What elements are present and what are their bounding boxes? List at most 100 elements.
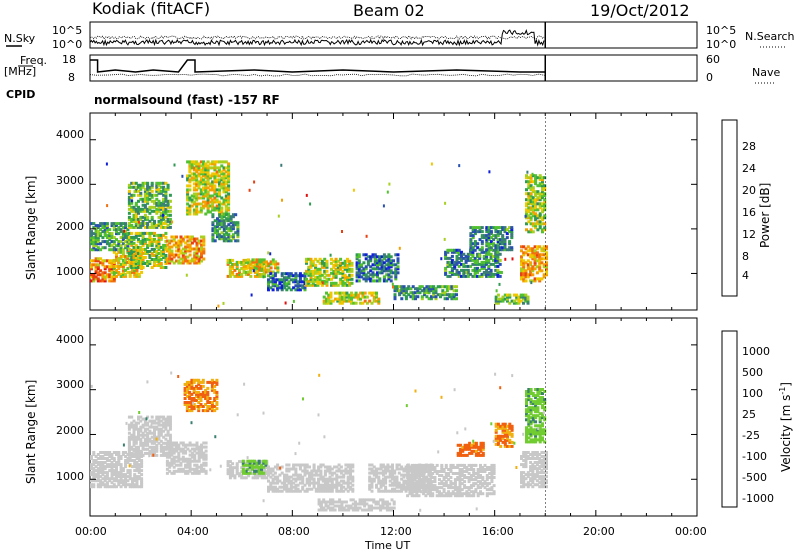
scatter-cell bbox=[269, 481, 273, 485]
scatter-cell bbox=[119, 236, 123, 240]
scatter-cell bbox=[206, 210, 210, 214]
scatter-cell bbox=[94, 226, 98, 230]
scatter-cell bbox=[278, 473, 282, 477]
scatter-cell bbox=[197, 401, 201, 404]
scatter-cell bbox=[338, 293, 342, 297]
scatter-cell bbox=[388, 506, 392, 510]
scatter-cell bbox=[535, 259, 539, 263]
scatter-cell bbox=[179, 235, 183, 239]
scatter-cell bbox=[541, 202, 544, 206]
scatter-cell bbox=[246, 258, 250, 262]
scatter-cell bbox=[312, 481, 316, 485]
scatter-cell bbox=[199, 192, 203, 196]
scatter-cell bbox=[309, 271, 313, 275]
scatter-cell bbox=[213, 208, 217, 212]
scatter-cell bbox=[258, 474, 262, 478]
scatter-cell bbox=[131, 483, 134, 487]
scatter-cell bbox=[134, 262, 138, 265]
scatter-cell bbox=[150, 225, 154, 229]
scatter-cell bbox=[473, 226, 477, 230]
scatter-cell bbox=[255, 262, 259, 266]
scatter-cell bbox=[460, 482, 464, 486]
scatter-cell bbox=[533, 257, 537, 261]
scatter-cell bbox=[531, 249, 535, 253]
scatter-cell bbox=[316, 275, 320, 279]
scatter-cell bbox=[473, 274, 477, 278]
scatter-cell bbox=[404, 487, 408, 491]
scatter-cell bbox=[349, 481, 352, 485]
scatter-cell bbox=[143, 191, 147, 195]
scatter-cell bbox=[360, 271, 364, 275]
scatter-cell bbox=[218, 206, 221, 210]
scatter-cell bbox=[368, 299, 372, 303]
scatter-cell bbox=[150, 421, 154, 425]
scatter-cell bbox=[92, 471, 96, 475]
scatter-cell bbox=[186, 174, 190, 178]
scatter-cell bbox=[168, 217, 172, 221]
scatter-cell bbox=[99, 481, 103, 485]
scatter-cell bbox=[271, 270, 275, 274]
scatter-cell bbox=[531, 265, 535, 269]
scatter-cell bbox=[150, 183, 154, 187]
scatter-cell bbox=[157, 256, 161, 259]
scatter-cell bbox=[119, 463, 123, 467]
scatter-cell bbox=[445, 297, 449, 301]
scatter-cell bbox=[228, 268, 232, 272]
scatter-cell bbox=[393, 295, 397, 299]
scatter-cell bbox=[170, 463, 174, 467]
scatter-cell bbox=[228, 272, 232, 276]
scatter-cell bbox=[524, 251, 528, 255]
scatter-cell bbox=[108, 242, 112, 246]
scatter-cell bbox=[538, 257, 542, 261]
scatter-cell bbox=[177, 467, 181, 471]
scatter-cell bbox=[236, 223, 240, 227]
scatter-cell bbox=[336, 297, 340, 301]
scatter-cell bbox=[159, 217, 163, 221]
scatter-cell bbox=[112, 272, 116, 276]
scatter-cell bbox=[314, 267, 318, 271]
scatter-cell bbox=[471, 230, 475, 234]
scatter-cell bbox=[355, 255, 359, 259]
scatter-cell bbox=[485, 274, 489, 278]
scatter-cell bbox=[375, 471, 378, 475]
scatter-cell bbox=[141, 223, 145, 227]
scatter-cell bbox=[201, 384, 205, 388]
scatter-cell bbox=[508, 248, 512, 252]
scatter-cell bbox=[356, 508, 360, 512]
scatter-cell bbox=[526, 253, 530, 257]
scatter-cell bbox=[451, 463, 455, 467]
scatter-cell bbox=[294, 477, 298, 481]
scatter-cell bbox=[206, 409, 210, 413]
scatter-cell bbox=[343, 265, 347, 269]
scatter-cell bbox=[127, 437, 131, 441]
scatter-cell bbox=[195, 206, 199, 210]
scatter-cell bbox=[193, 455, 197, 459]
scatter-cell bbox=[340, 295, 344, 299]
scatter-cell bbox=[233, 466, 237, 470]
scatter-cell bbox=[473, 244, 477, 248]
scatter-cell bbox=[494, 301, 498, 305]
scatter-cell bbox=[444, 272, 448, 276]
scatter-cell bbox=[480, 246, 484, 250]
scatter-cell bbox=[146, 250, 150, 253]
scatter-cell bbox=[99, 451, 103, 454]
scatter-cell bbox=[431, 476, 435, 479]
scatter-cell bbox=[170, 459, 174, 463]
scatter-cell bbox=[170, 249, 174, 253]
scatter-cell bbox=[280, 274, 284, 278]
scatter-cell bbox=[96, 467, 100, 471]
scatter-cell bbox=[311, 277, 315, 281]
scatter-cell bbox=[213, 239, 217, 243]
scatter-cell bbox=[464, 256, 468, 260]
scatter-cell bbox=[531, 251, 535, 255]
scatter-cell bbox=[445, 293, 449, 297]
scatter-cell bbox=[115, 270, 118, 274]
scatter-cell bbox=[265, 262, 268, 266]
scatter-cell bbox=[92, 259, 96, 263]
scatter-cell bbox=[124, 274, 128, 278]
scatter-cell bbox=[101, 275, 105, 279]
scatter-cell bbox=[165, 257, 169, 261]
scatter-cell bbox=[188, 174, 192, 178]
scatter-cell bbox=[137, 459, 141, 462]
scatter-cell bbox=[141, 215, 145, 219]
